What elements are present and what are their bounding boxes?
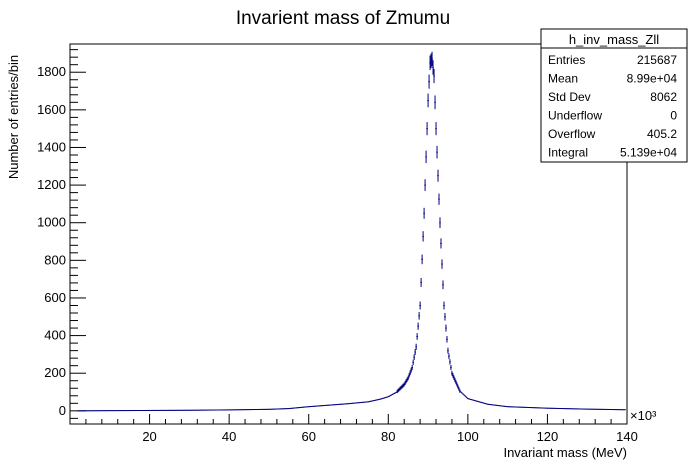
y-tick-label: 0: [59, 403, 66, 418]
y-axis-label: Number of entries/bin: [6, 55, 21, 179]
y-tick-label: 400: [44, 328, 66, 343]
x-tick-label: 140: [616, 429, 638, 444]
y-tick-label: 800: [44, 252, 66, 267]
stat-label: Mean: [548, 72, 578, 86]
stats-box-frame: [540, 28, 688, 163]
x-tick-label: 120: [537, 429, 559, 444]
x-tick-label: 80: [381, 429, 395, 444]
stat-value: 0: [670, 109, 677, 123]
histogram-series: [77, 51, 626, 412]
y-tick-label: 200: [44, 365, 66, 380]
stat-value: 405.2: [647, 127, 677, 141]
x-tick-label: 100: [457, 429, 479, 444]
stats-box-name: h_inv_mass_Zll: [569, 32, 659, 47]
chart-title: Invarient mass of Zmumu: [236, 8, 450, 29]
stat-label: Std Dev: [548, 90, 591, 104]
stats-box: h_inv_mass_Zll Entries 215687 Mean 8.99e+04…: [540, 28, 688, 163]
y-tick-label: 1000: [37, 215, 66, 230]
x-tick-label: 60: [301, 429, 315, 444]
stat-label: Entries: [548, 53, 585, 67]
plot-frame: [69, 43, 628, 425]
stat-value: 8.99e+04: [627, 72, 678, 86]
y-tick-label: 1800: [37, 64, 66, 79]
y-tick-label: 1600: [37, 102, 66, 117]
stats-box-rows: Entries 215687 Mean 8.99e+04 Std Dev 8062 Unde…: [548, 53, 677, 160]
stat-label: Overflow: [548, 127, 596, 141]
y-tick-label: 600: [44, 290, 66, 305]
axis-ticks: 20 40 60 80 100 120 14002004006008001000120014…: [37, 49, 638, 444]
x-axis-multiplier: ×10³: [630, 408, 657, 423]
stat-label: Integral: [548, 146, 588, 160]
stat-value: 215687: [637, 53, 677, 67]
y-tick-label: 1400: [37, 139, 66, 154]
x-tick-label: 40: [222, 429, 236, 444]
x-axis-label: Invariant mass (MeV): [503, 445, 627, 460]
stat-label: Underflow: [548, 109, 602, 123]
stat-value: 5.139e+04: [620, 146, 677, 160]
y-tick-label: 1200: [37, 177, 66, 192]
stat-value: 8062: [650, 90, 677, 104]
x-tick-label: 20: [142, 429, 156, 444]
